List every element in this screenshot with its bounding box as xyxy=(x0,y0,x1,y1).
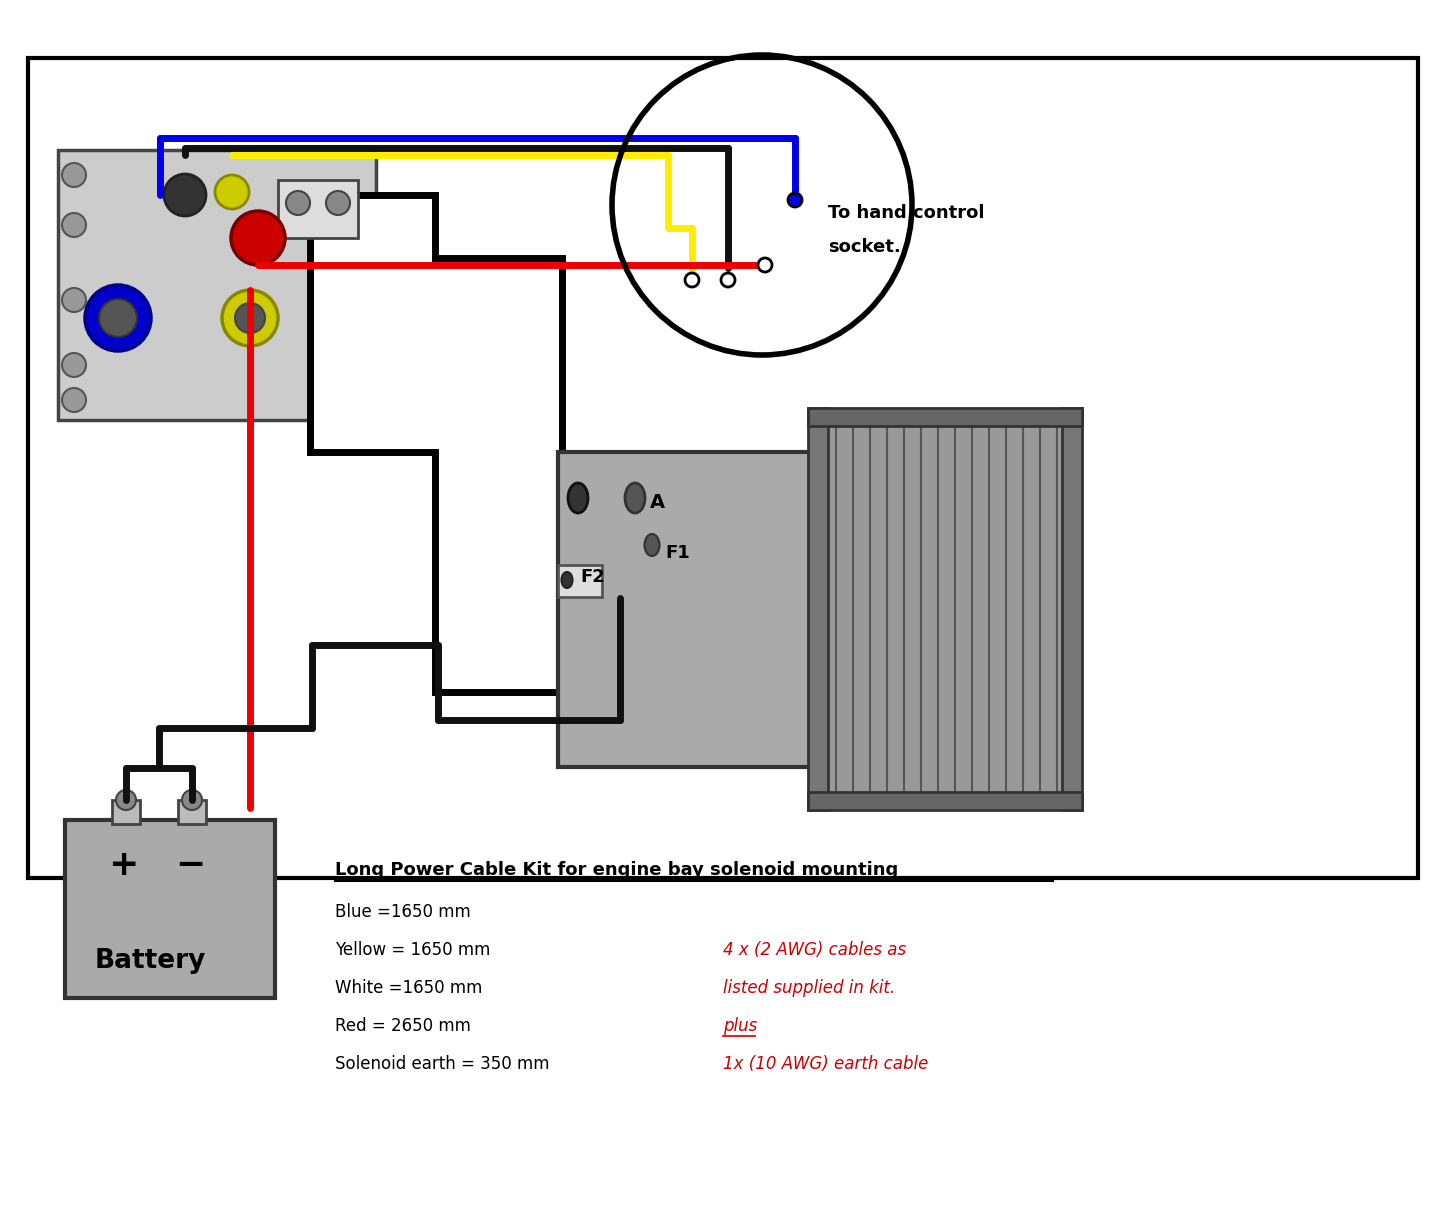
Circle shape xyxy=(685,273,699,288)
Circle shape xyxy=(327,190,350,215)
Text: 1x (10 AWG) earth cable: 1x (10 AWG) earth cable xyxy=(722,1054,928,1073)
Circle shape xyxy=(62,353,87,377)
Circle shape xyxy=(721,273,736,288)
Text: socket.: socket. xyxy=(828,238,900,256)
Circle shape xyxy=(62,288,87,312)
Circle shape xyxy=(62,163,87,187)
Bar xyxy=(822,418,1074,800)
Circle shape xyxy=(163,175,207,216)
Bar xyxy=(277,179,358,238)
Text: Red = 2650 mm: Red = 2650 mm xyxy=(335,1018,471,1035)
Text: −: − xyxy=(175,848,205,882)
Circle shape xyxy=(759,258,772,272)
Bar xyxy=(65,820,275,998)
Text: Blue =1650 mm: Blue =1650 mm xyxy=(335,903,471,921)
Bar xyxy=(558,452,827,767)
Circle shape xyxy=(116,790,136,810)
Circle shape xyxy=(236,304,264,333)
Text: F2: F2 xyxy=(579,568,605,586)
Text: 4 x (2 AWG) cables as: 4 x (2 AWG) cables as xyxy=(722,941,906,959)
Bar xyxy=(1062,408,1082,810)
Text: Battery: Battery xyxy=(95,948,207,975)
Bar xyxy=(808,791,1082,810)
Circle shape xyxy=(182,790,202,810)
Text: Solenoid earth = 350 mm: Solenoid earth = 350 mm xyxy=(335,1054,549,1073)
Circle shape xyxy=(85,285,150,351)
Circle shape xyxy=(215,175,249,209)
Text: A: A xyxy=(650,493,665,512)
Text: listed supplied in kit.: listed supplied in kit. xyxy=(722,980,894,997)
Circle shape xyxy=(100,299,137,337)
Bar xyxy=(178,800,207,823)
Text: +: + xyxy=(108,848,139,882)
Circle shape xyxy=(231,211,285,265)
Polygon shape xyxy=(311,195,562,692)
Ellipse shape xyxy=(568,483,588,512)
Circle shape xyxy=(62,388,87,412)
Text: plus: plus xyxy=(722,1018,757,1035)
Bar xyxy=(808,408,1082,426)
Bar xyxy=(113,800,140,823)
Text: White =1650 mm: White =1650 mm xyxy=(335,980,483,997)
Bar xyxy=(808,408,828,810)
Circle shape xyxy=(286,190,311,215)
Bar xyxy=(27,58,1418,878)
Ellipse shape xyxy=(644,533,659,556)
Circle shape xyxy=(223,290,277,347)
Bar xyxy=(558,565,603,597)
Text: F1: F1 xyxy=(665,544,689,562)
Text: Long Power Cable Kit for engine bay solenoid mounting: Long Power Cable Kit for engine bay sole… xyxy=(335,862,899,879)
Text: To hand control: To hand control xyxy=(828,204,984,222)
Circle shape xyxy=(788,193,802,206)
Ellipse shape xyxy=(626,483,644,512)
Text: Yellow = 1650 mm: Yellow = 1650 mm xyxy=(335,941,490,959)
Circle shape xyxy=(62,213,87,237)
Bar xyxy=(58,150,376,420)
Ellipse shape xyxy=(562,571,572,587)
